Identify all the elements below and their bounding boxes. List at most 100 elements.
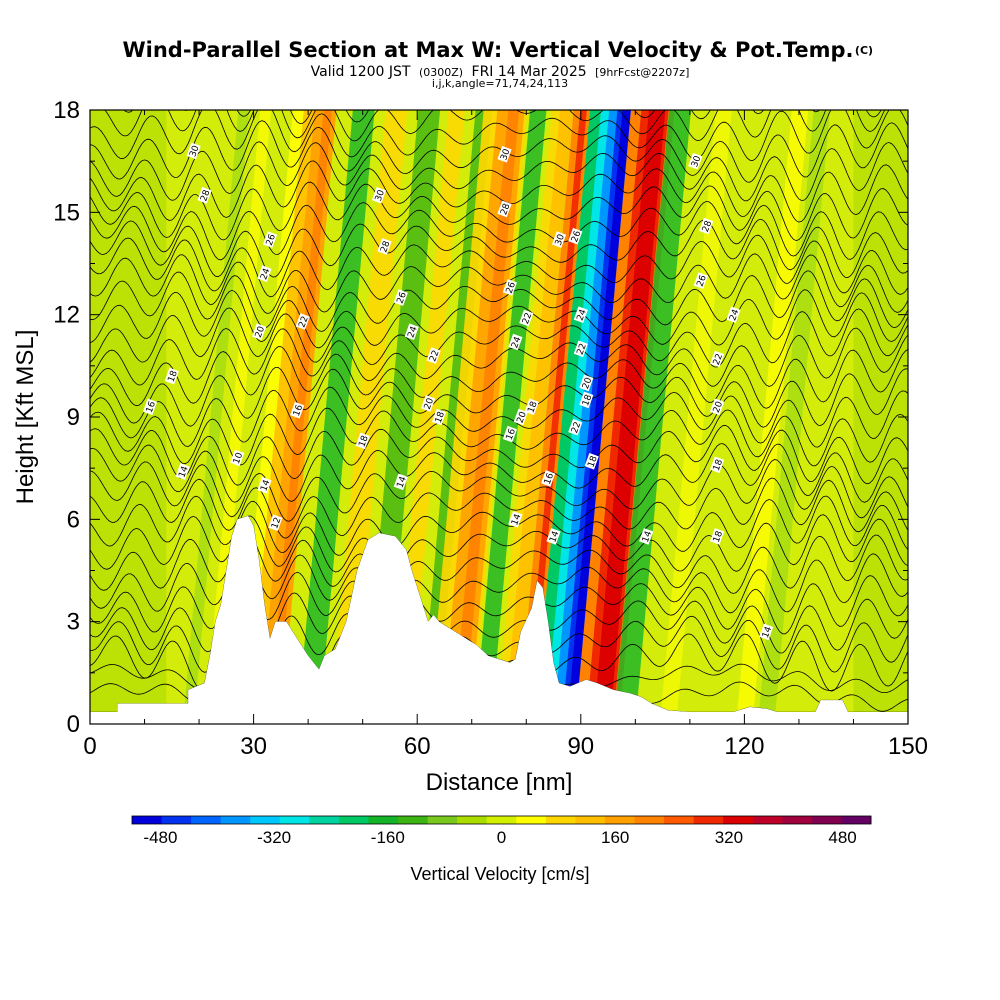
x-axis-label: Distance [nm]: [426, 769, 573, 796]
contour-label-bg: [584, 453, 599, 470]
contour-label-bg: [426, 347, 441, 364]
contour-label-group: 22: [573, 340, 589, 358]
contour-label-bg: [573, 306, 588, 323]
theta-contour: [90, 443, 908, 503]
contour-label-bg: [710, 456, 725, 474]
contour-label-group: 14: [508, 511, 524, 528]
contour-labels: 30 28 18 16 14 10 14 12 20 24 26 22 16 18 30 28 26 24 22 20…: [142, 142, 774, 641]
contour-label-bg: [186, 142, 201, 160]
contour-label-group: 26: [502, 279, 518, 296]
theta-contour: [90, 218, 908, 278]
velocity-band: [524, 110, 587, 724]
contour-label-group: 22: [295, 313, 311, 330]
contour-label-bg: [710, 528, 725, 545]
velocity-band: [474, 110, 547, 724]
contour-label-bg: [710, 398, 725, 416]
contour-label-group: 22: [519, 309, 534, 327]
contour-label-bg: [693, 272, 708, 289]
theta-contour: [90, 181, 908, 242]
y-tick-label: 18: [53, 97, 80, 124]
contour-label-group: 18: [524, 398, 540, 416]
contour-label: 14: [259, 478, 272, 492]
colorbar-swatch: [279, 816, 310, 824]
contour-label: 14: [510, 512, 523, 526]
colorbar-swatch: [664, 816, 695, 824]
contour-label: 16: [145, 400, 158, 414]
theta-contour: [90, 270, 908, 332]
theta-contour: [90, 407, 908, 467]
contour-label-bg: [230, 449, 245, 467]
colorbar-swatch: [575, 816, 606, 824]
contour-label-group: 18: [579, 391, 594, 409]
plot-area: 30 28 18 16 14 10 14 12 20 24 26 22 16 18 30 28 26 24 22 20…: [90, 110, 908, 724]
contour-label-group: 30: [497, 146, 513, 163]
contour-label: 16: [543, 472, 556, 486]
y-axis-label: Height [Kft MSL]: [12, 330, 39, 505]
colorbar: [132, 816, 872, 824]
contour-label: 26: [265, 233, 278, 247]
contour-label-group: 18: [584, 453, 600, 470]
contour-label-group: 30: [186, 142, 202, 160]
contour-label: 22: [576, 342, 589, 356]
colorbar-swatch: [161, 816, 192, 824]
contour-label: 18: [581, 393, 594, 407]
theta-contour: [90, 141, 908, 202]
contour-label: 22: [712, 352, 725, 366]
colorbar-frame: [131, 815, 872, 825]
contour-label: 18: [586, 454, 599, 468]
contour-label-bg: [568, 227, 583, 245]
contour-label-group: 26: [393, 289, 409, 306]
theta-contour: [90, 327, 908, 387]
contour-label-group: 30: [371, 187, 387, 204]
theta-contour: [90, 424, 908, 486]
contour-label-group: 28: [197, 187, 213, 204]
colorbar-tick-label: -320: [257, 828, 291, 847]
contour-label-bg: [164, 367, 179, 385]
colorbar-title: Vertical Velocity [cm/s]: [410, 864, 589, 884]
contour-label: 30: [188, 144, 201, 158]
theta-contour: [90, 386, 908, 448]
contour-label-group: 14: [639, 528, 654, 545]
contour-label: 20: [516, 410, 529, 424]
contour-label-group: 28: [497, 200, 513, 218]
contour-label-bg: [546, 528, 561, 545]
colorbar-tick-label: -160: [371, 828, 405, 847]
y-axis-tick-labels: 0 3 6 9 12 15 18: [53, 97, 80, 738]
contour-label-bg: [393, 473, 408, 491]
contour-label-group: 26: [262, 231, 278, 248]
contour-label-bg: [295, 313, 310, 330]
contour-label-group: 16: [502, 425, 518, 443]
contour-label-bg: [262, 231, 278, 248]
contour-label-group: 24: [508, 333, 524, 351]
velocity-band: [329, 110, 408, 724]
contour-label-group: 28: [699, 217, 714, 235]
theta-contour: [90, 110, 908, 162]
contour-label-group: 18: [355, 432, 371, 450]
contour-label-bg: [726, 306, 741, 323]
contour-label: 24: [406, 325, 419, 339]
colorbar-swatch: [427, 816, 458, 824]
contour-label: 16: [292, 403, 305, 417]
theta-contour: [90, 459, 908, 522]
contour-label: 18: [712, 458, 725, 472]
contour-label: 14: [548, 530, 561, 544]
contour-label-group: 26: [693, 272, 709, 289]
contour-label: 22: [297, 315, 310, 329]
contour-label: 28: [701, 219, 714, 233]
contour-label-bg: [377, 238, 392, 255]
contour-label-bg: [508, 511, 523, 528]
contour-label-bg: [268, 514, 283, 531]
contour-label-bg: [579, 391, 594, 409]
contour-label-bg: [404, 323, 419, 340]
contour-label: 26: [396, 291, 409, 305]
contour-label-bg: [759, 623, 774, 641]
contour-label-group: 14: [393, 473, 409, 491]
contour-label-group: 14: [257, 476, 273, 494]
theta-contour: [90, 514, 908, 573]
contour-label: 12: [270, 516, 283, 530]
contour-label-bg: [551, 231, 567, 248]
contour-label-group: 20: [252, 323, 267, 340]
velocity-band: [182, 110, 250, 724]
x-tick-label: 0: [83, 733, 96, 760]
contour-label-bg: [497, 146, 512, 163]
